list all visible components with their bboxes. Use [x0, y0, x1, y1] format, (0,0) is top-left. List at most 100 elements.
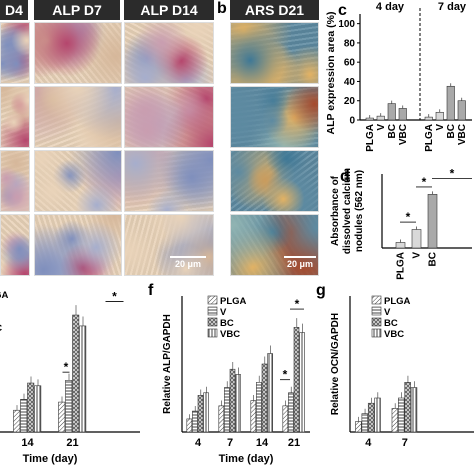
header-alp-d7: ALP D7 — [34, 0, 120, 20]
y-axis-label: Relative ALP/GAPDH — [162, 314, 173, 414]
bar-vbc-21 — [299, 332, 305, 433]
bar-v — [411, 229, 422, 249]
legend-label-vbc: VBC — [0, 323, 2, 334]
micrograph-a-r4-c3 — [124, 214, 214, 276]
x-tick-label-21: 21 — [288, 437, 300, 449]
bar-bc-4 — [367, 402, 375, 433]
bar-bc-7 — [404, 382, 411, 433]
micrograph-b-r2 — [230, 86, 319, 148]
scalebar-a: 20 μm — [170, 256, 206, 269]
micrograph-a-r3-c2 — [34, 150, 122, 212]
significance-star-1: * — [64, 360, 69, 374]
panel-a-micrographs: D4 ALP D7 ALP D14 20 μm — [0, 0, 214, 276]
bar-vbc-7 — [410, 387, 418, 433]
x-tick-label-bc: BC — [428, 252, 439, 266]
bar-vbc-4 — [374, 397, 381, 433]
significance-star-1: * — [283, 368, 288, 382]
x-tick-label-1-plga: PLGA — [424, 124, 435, 152]
x-tick-label-plga: PLGA — [396, 252, 407, 280]
panel-letter-f: f — [148, 282, 154, 299]
legend-label-bc: BC — [384, 318, 398, 329]
x-tick-label-21: 21 — [66, 437, 78, 449]
significance-star-2: * — [112, 289, 117, 303]
group-label-1: 4 day — [376, 1, 405, 13]
bar-0-bc — [387, 103, 396, 121]
bar-1-vbc — [457, 100, 466, 121]
bar-v-21 — [65, 380, 73, 433]
bar-vbc-7 — [235, 374, 241, 433]
header-ars-d21: ARS D21 — [230, 0, 319, 20]
significance-star-1: * — [406, 210, 411, 224]
x-tick-label-4: 4 — [365, 437, 372, 449]
bar-bc-4 — [197, 395, 204, 433]
significance-star-2: * — [295, 297, 300, 311]
y-axis-label-line-2: dissolved calcium — [342, 168, 353, 254]
legend-label-plga: PLGA — [384, 296, 411, 307]
micrograph-a-r1-c3 — [124, 22, 214, 84]
bar-bc-14 — [27, 382, 35, 433]
bar-vbc-14 — [34, 385, 42, 433]
bar-bc — [427, 194, 438, 249]
legend-swatch-plga — [207, 295, 218, 305]
y-axis-label: Relative OCN/GAPDH — [330, 313, 341, 415]
legend-label-vbc: VBC — [384, 329, 404, 340]
header-alp-d14: ALP D14 — [124, 0, 214, 20]
bar-bc-21 — [72, 314, 80, 433]
micrograph-a-r2-c3 — [124, 86, 214, 148]
x-axis-label: Time (day) — [23, 453, 78, 465]
scalebar-b: 20 μm — [284, 256, 316, 269]
x-tick-label-v: V — [412, 252, 423, 259]
y-tick-label-80: 80 — [344, 38, 356, 49]
y-tick-label-100: 100 — [338, 19, 355, 30]
bar-1-v — [435, 111, 444, 121]
legend-label-plga: PLGA — [220, 296, 247, 307]
legend-label-plga: PLGA — [0, 290, 9, 301]
micrograph-a-r3-c1 — [0, 150, 30, 212]
x-tick-label-0-bc: BC — [387, 124, 398, 138]
legend-swatch-vbc — [207, 328, 218, 338]
x-tick-label-1-v: V — [435, 124, 446, 131]
bar-vbc-21 — [79, 325, 87, 433]
x-tick-label-0-plga: PLGA — [365, 124, 376, 152]
panel-letter-g: g — [316, 282, 326, 299]
panel-letter-b: b — [217, 0, 227, 17]
bar-0-plga — [365, 117, 374, 121]
micrograph-b-r1 — [230, 22, 319, 84]
x-tick-label-4: 4 — [195, 437, 202, 449]
x-tick-label-1-bc: BC — [446, 124, 457, 138]
y-axis-label-line-3: nodules (562 nm) — [354, 170, 365, 252]
micrograph-b-r4 — [230, 214, 319, 276]
x-tick-label-0-v: V — [376, 124, 387, 131]
bar-v-7 — [224, 387, 230, 433]
legend-swatch-bc — [207, 317, 218, 327]
x-tick-label-14: 14 — [256, 437, 269, 449]
bar-bc-14 — [261, 363, 268, 433]
micrograph-a-r2-c1 — [0, 86, 30, 148]
x-tick-label-0-vbc: VBC — [398, 124, 409, 145]
legend-swatch-bc — [371, 317, 382, 327]
bar-vbc-4 — [203, 392, 209, 433]
bar-plga-14 — [250, 400, 257, 433]
panel-letter-d: d — [340, 168, 350, 185]
bar-plga-21 — [58, 401, 66, 433]
micrograph-b-r3 — [230, 150, 319, 212]
x-tick-label-7: 7 — [402, 437, 408, 449]
bar-bc-7 — [229, 368, 236, 433]
micrograph-a-r1-c1 — [0, 22, 30, 84]
legend-swatch-v — [371, 306, 382, 316]
micrograph-a-r3-c3 — [124, 150, 214, 212]
bar-1-bc — [446, 85, 455, 121]
y-tick-label-0: 0 — [349, 116, 355, 127]
legend-swatch-v — [207, 306, 218, 316]
legend-swatch-vbc — [371, 328, 382, 338]
x-tick-label-7: 7 — [227, 437, 233, 449]
legend-label-vbc: VBC — [220, 329, 240, 340]
y-axis-label-line-1: Absorbance of — [330, 175, 341, 246]
legend-swatch-plga — [371, 295, 382, 305]
bar-v-7 — [398, 397, 405, 433]
significance-star-2: * — [422, 175, 427, 189]
bar-plga-21 — [282, 405, 289, 433]
